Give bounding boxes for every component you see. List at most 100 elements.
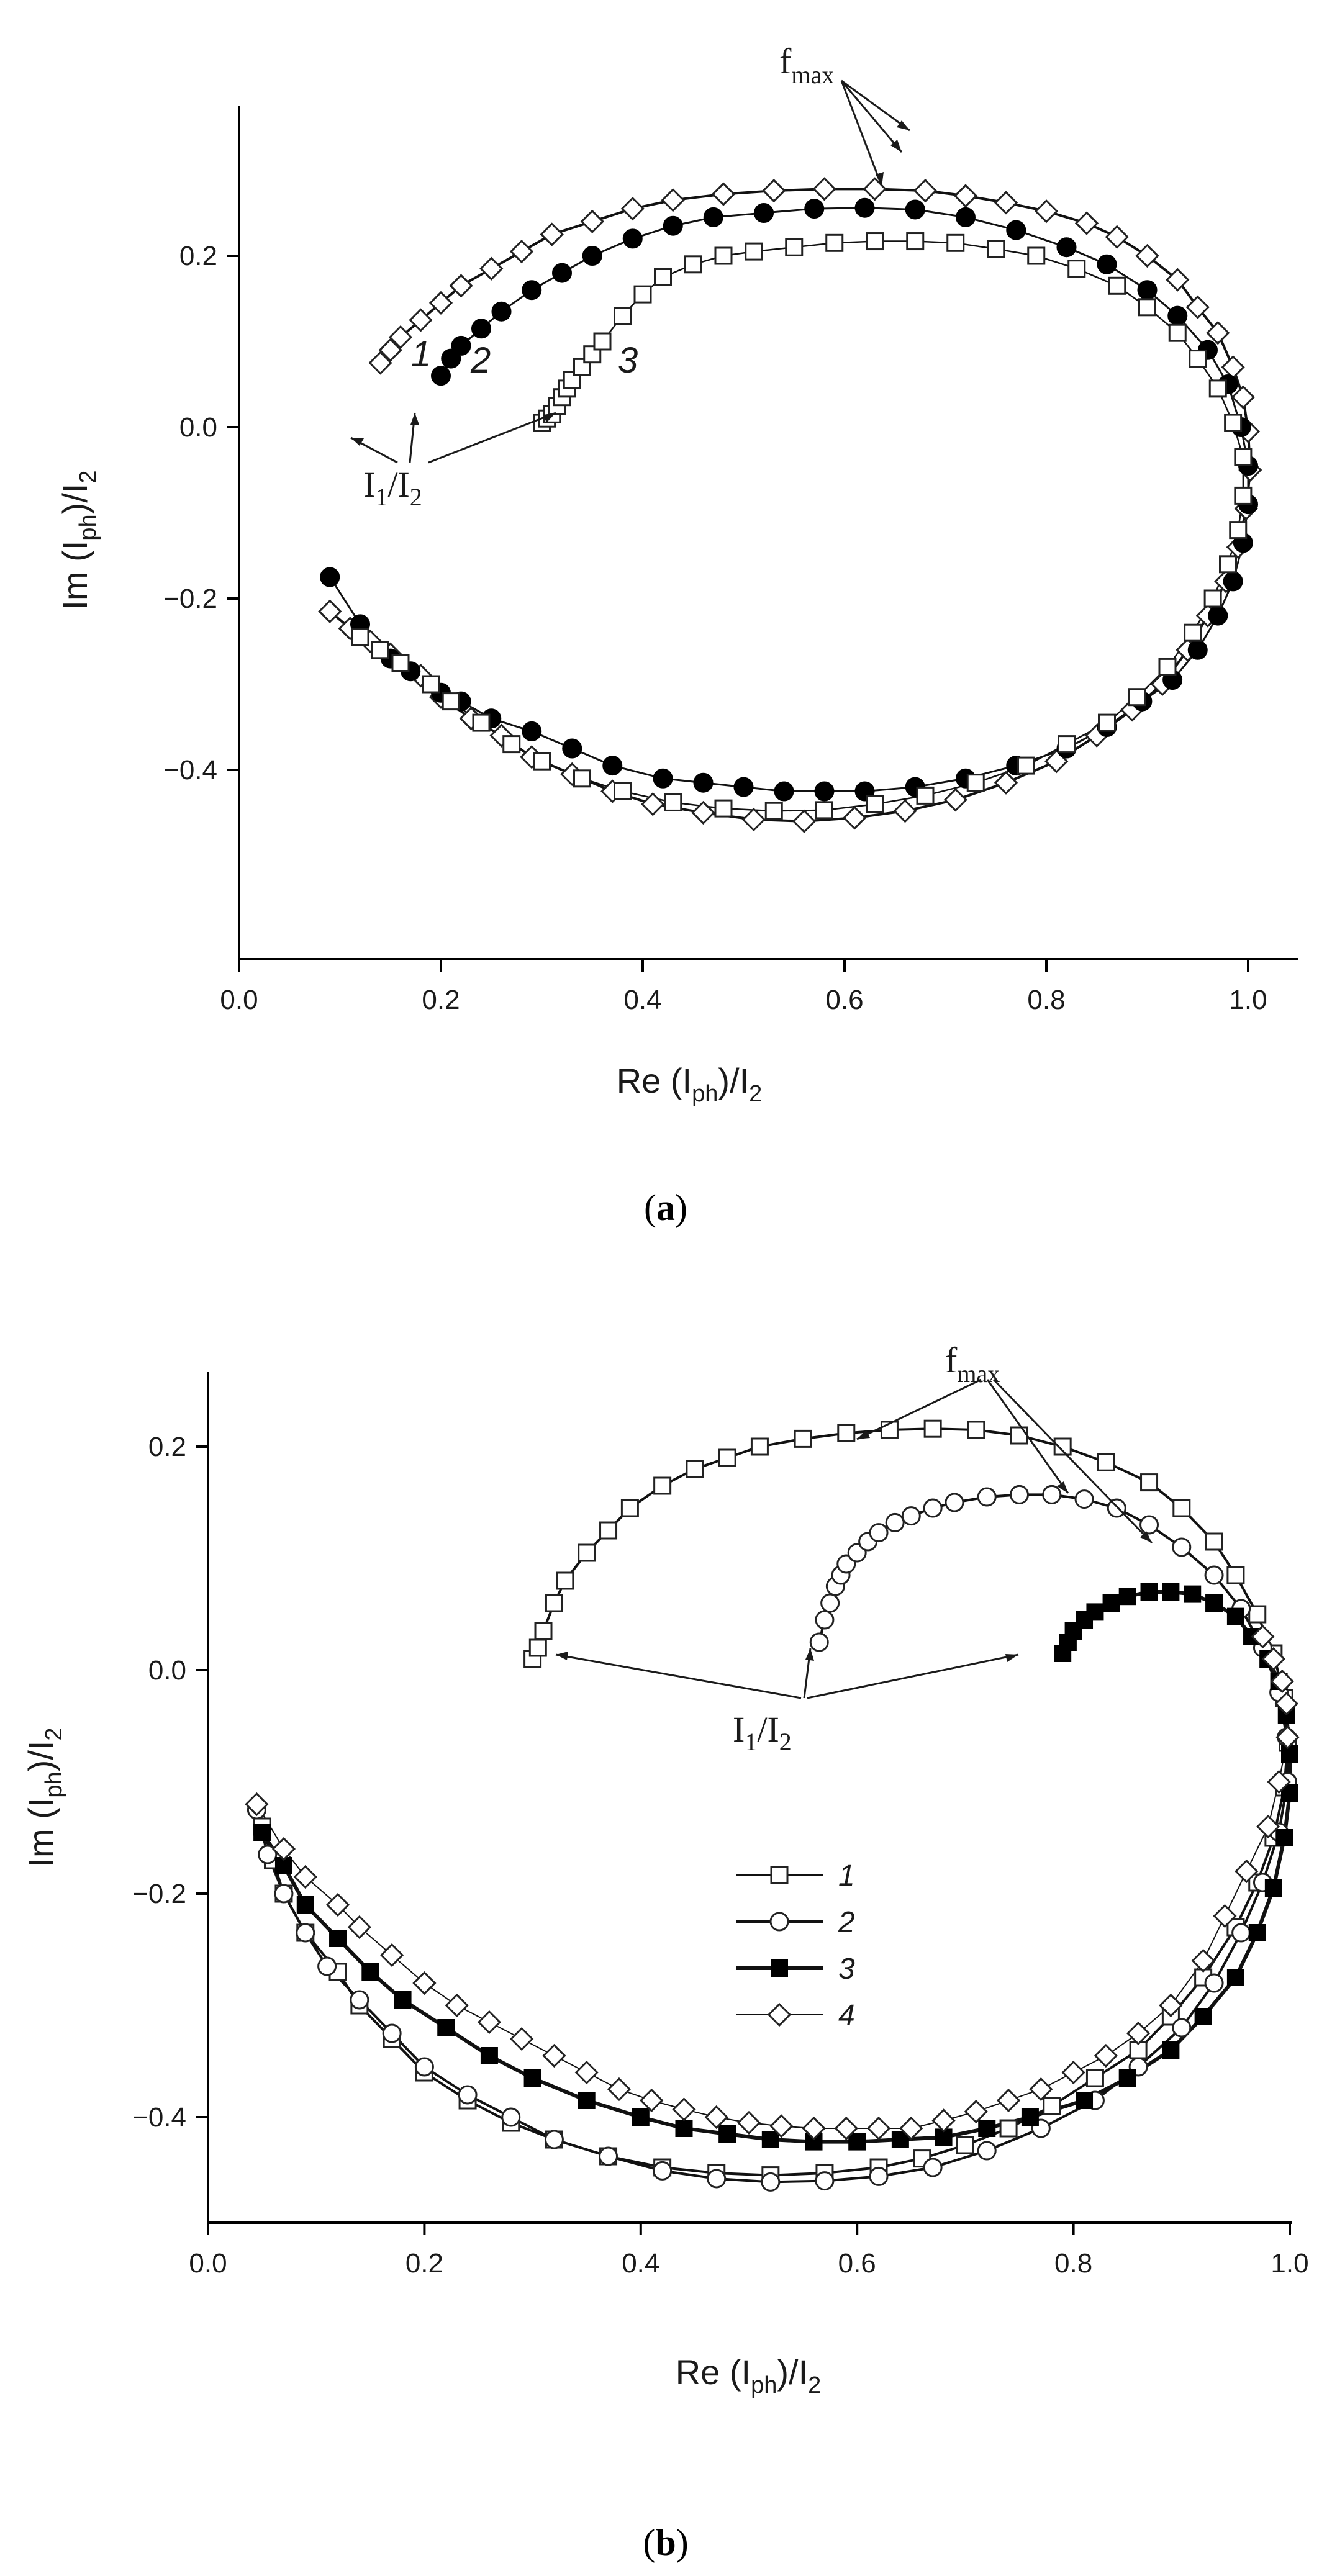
- series-1-point: [1140, 1473, 1159, 1492]
- series-3-point: [1203, 589, 1222, 608]
- series-3-point: [866, 232, 884, 251]
- panel-b-ticks: 0.0 0.2 0.4 0.6 0.8 1.0 −0.4 −0.2 0.0 0.2: [132, 1432, 1308, 2279]
- series-3-point: [1226, 1969, 1244, 1986]
- series-1-point: [1221, 355, 1245, 379]
- panel-b-fmax-annotation: fmax: [945, 1340, 1000, 1388]
- series-3-point: [1158, 658, 1177, 676]
- series-3-point: [296, 1896, 314, 1914]
- series-1-point: [994, 191, 1018, 215]
- y-tick-label: 0.0: [179, 412, 217, 443]
- panel-a-series-1-label: 1: [411, 334, 431, 374]
- x-tick-label: 1.0: [1229, 985, 1267, 1015]
- series-3-point: [442, 692, 460, 711]
- series-1-point: [1172, 1499, 1191, 1517]
- series-3-point: [1234, 448, 1253, 466]
- series-2-point: [885, 1512, 905, 1532]
- series-4-line: [256, 1636, 1289, 2129]
- series-1-point: [528, 1638, 547, 1657]
- series-1-point: [812, 177, 836, 201]
- series-2-point: [869, 2166, 889, 2186]
- panel-b-x-axis-label: Re (Iph)/I2: [676, 2352, 822, 2398]
- series-3-point: [1102, 1594, 1120, 1612]
- series-1-point: [449, 274, 473, 298]
- series-4-point: [325, 1892, 350, 1917]
- series-4-point: [1274, 1691, 1298, 1716]
- series-3-point: [361, 1963, 379, 1981]
- panel-b-fmax-arrows: [856, 1378, 1153, 1544]
- series-3-point: [978, 2120, 996, 2137]
- series-1-point: [1248, 1605, 1267, 1624]
- series-1-point: [711, 182, 736, 206]
- series-2-point: [602, 756, 623, 776]
- series-3-point: [614, 307, 632, 325]
- series-4-point: [1275, 1725, 1300, 1750]
- series-2-point: [471, 319, 491, 339]
- series-3-point: [848, 2133, 866, 2151]
- series-3-point: [966, 774, 985, 792]
- panel-b-label: (b): [643, 2522, 688, 2563]
- series-1-point: [750, 1437, 769, 1456]
- series-4-point: [834, 2116, 858, 2141]
- legend-4-marker: [767, 2002, 792, 2027]
- series-1-point: [556, 1571, 574, 1590]
- series-4-point: [347, 1915, 372, 1940]
- panel-a-label: (a): [644, 1187, 687, 1228]
- series-3-point: [1098, 713, 1116, 732]
- series-4-point: [1256, 1814, 1280, 1839]
- series-2-point: [923, 2158, 943, 2177]
- legend-1-marker: [770, 1866, 789, 1884]
- series-2-point: [599, 2146, 618, 2166]
- series-3-point: [1138, 298, 1156, 317]
- legend-3-marker: [771, 1959, 788, 1977]
- series-3-point: [1067, 260, 1086, 278]
- series-4-point: [1270, 1669, 1294, 1694]
- legend-2-label: 2: [838, 1906, 855, 1939]
- series-2-point: [809, 1632, 829, 1652]
- series-2-point: [1139, 1515, 1159, 1535]
- series-2-point: [653, 2161, 673, 2181]
- series-1-point: [837, 1424, 856, 1442]
- series-3-point: [472, 713, 491, 732]
- series-2-point: [1223, 571, 1243, 592]
- series-1-point: [999, 2119, 1018, 2138]
- series-2-point: [382, 2023, 402, 2043]
- series-3-point: [593, 332, 612, 351]
- series-3-point: [533, 752, 551, 771]
- series-2-point: [977, 1487, 997, 1507]
- series-1-point: [653, 1476, 672, 1495]
- series-2-point: [653, 768, 673, 789]
- series-2-point: [1167, 305, 1188, 326]
- series-1-point: [1226, 1566, 1245, 1584]
- panel-a: 0.0 0.2 0.4 0.6 0.8 1.0 −0.4 −0.2 0.0 0.2 Re (Iph…: [55, 41, 1298, 1228]
- series-3-point: [1281, 1745, 1298, 1763]
- series-3-point: [1234, 486, 1253, 505]
- series-3-point: [253, 1824, 271, 1841]
- series-2-point: [820, 1593, 840, 1613]
- series-3-point: [714, 799, 733, 818]
- series-1-point: [691, 800, 715, 825]
- series-4-point: [1126, 2021, 1151, 2046]
- series-1-point: [540, 222, 564, 246]
- series-1-point: [620, 196, 645, 221]
- series-2-point: [1042, 1485, 1062, 1504]
- x-tick-label: 0.2: [405, 2248, 443, 2279]
- series-3-point: [684, 255, 702, 274]
- panel-b-markers: [245, 1419, 1300, 2192]
- series-4-point: [1191, 1948, 1215, 1973]
- series-1-point: [1053, 1437, 1072, 1456]
- series-1-point: [741, 807, 766, 832]
- series-2-point: [1137, 280, 1158, 301]
- y-tick-label: −0.2: [132, 1879, 186, 1909]
- series-4-point: [271, 1837, 296, 1861]
- series-2-point: [869, 1523, 889, 1543]
- series-4-point: [704, 2105, 728, 2130]
- legend-2-marker: [769, 1912, 789, 1932]
- series-2-point: [804, 199, 825, 219]
- series-2-point: [317, 1956, 337, 1976]
- series-2-point: [977, 2141, 997, 2161]
- series-3-point: [480, 2047, 498, 2064]
- series-3-point: [764, 802, 783, 820]
- series-4-point: [769, 2114, 794, 2138]
- y-tick-label: 0.2: [148, 1432, 186, 1462]
- series-4-point: [477, 2010, 502, 2035]
